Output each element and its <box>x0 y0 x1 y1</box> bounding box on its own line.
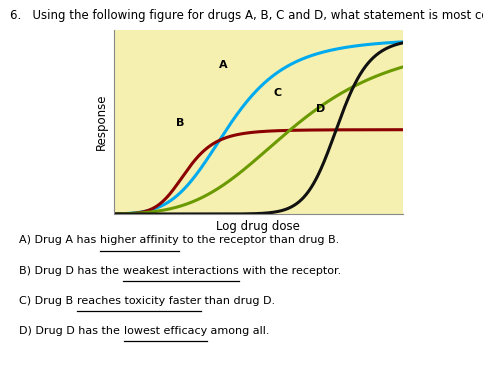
X-axis label: Log drug dose: Log drug dose <box>216 220 300 232</box>
Text: C) Drug B: C) Drug B <box>19 296 77 306</box>
Text: 6.   Using the following figure for drugs A, B, C and D, what statement is most : 6. Using the following figure for drugs … <box>10 9 483 22</box>
Text: lowest efficacy: lowest efficacy <box>124 326 207 336</box>
Text: higher affinity: higher affinity <box>100 235 179 245</box>
Text: B) Drug D has the: B) Drug D has the <box>19 266 123 276</box>
Text: reaches toxicity faster: reaches toxicity faster <box>77 296 201 306</box>
Y-axis label: Response: Response <box>95 93 108 150</box>
Text: C: C <box>273 88 282 98</box>
Text: to the receptor than drug B.: to the receptor than drug B. <box>179 235 339 245</box>
Text: A: A <box>219 60 227 70</box>
Text: weakest interactions: weakest interactions <box>123 266 239 276</box>
Text: D) Drug D has the: D) Drug D has the <box>19 326 124 336</box>
Text: A) Drug A has: A) Drug A has <box>19 235 100 245</box>
Text: with the receptor.: with the receptor. <box>239 266 341 276</box>
Text: among all.: among all. <box>207 326 270 336</box>
Text: D: D <box>316 104 325 114</box>
Text: than drug D.: than drug D. <box>201 296 275 306</box>
Text: B: B <box>176 118 185 128</box>
